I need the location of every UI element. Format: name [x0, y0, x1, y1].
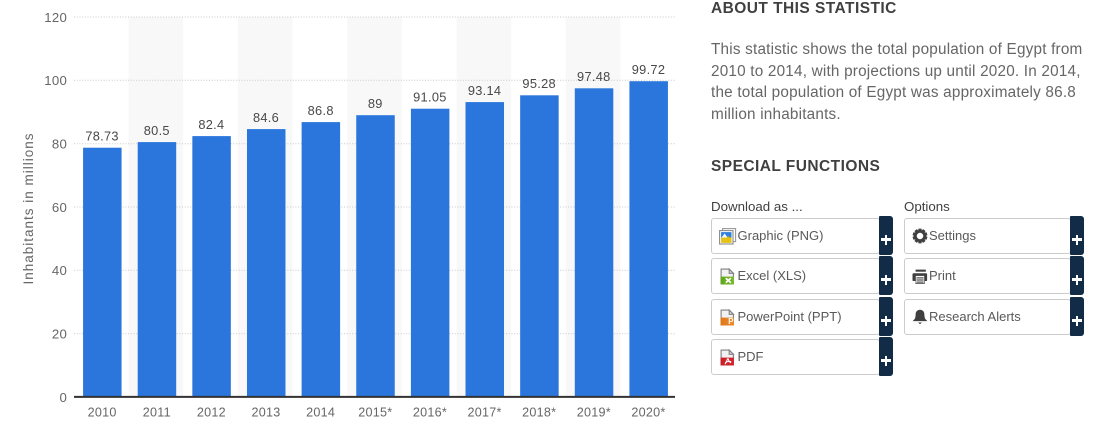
svg-text:82.4: 82.4 — [198, 117, 224, 132]
svg-text:2010: 2010 — [88, 405, 117, 419]
svg-text:86.8: 86.8 — [308, 103, 334, 118]
svg-text:Inhabitants in millions: Inhabitants in millions — [21, 132, 36, 284]
svg-text:20: 20 — [52, 327, 67, 342]
svg-text:89: 89 — [368, 96, 383, 111]
svg-text:80.5: 80.5 — [144, 123, 170, 138]
svg-text:P: P — [728, 317, 733, 326]
svg-text:93.14: 93.14 — [468, 83, 502, 98]
svg-text:2018*: 2018* — [522, 405, 556, 419]
svg-text:2019*: 2019* — [577, 405, 611, 419]
svg-text:0: 0 — [60, 390, 68, 405]
svg-text:2016*: 2016* — [413, 405, 447, 419]
svg-text:40: 40 — [52, 263, 67, 278]
svg-text:2012: 2012 — [197, 405, 226, 419]
svg-text:2013: 2013 — [251, 405, 280, 419]
svg-text:78.73: 78.73 — [85, 129, 119, 144]
svg-text:60: 60 — [52, 200, 67, 215]
svg-text:99.72: 99.72 — [632, 62, 666, 77]
svg-text:80: 80 — [52, 137, 67, 152]
svg-text:97.48: 97.48 — [577, 69, 611, 84]
svg-text:120: 120 — [44, 10, 67, 25]
svg-text:2011: 2011 — [143, 405, 171, 419]
svg-text:2015*: 2015* — [358, 405, 392, 419]
svg-text:95.28: 95.28 — [522, 76, 556, 91]
svg-text:2014: 2014 — [306, 405, 335, 419]
svg-text:2020*: 2020* — [631, 405, 665, 419]
svg-text:2017*: 2017* — [468, 405, 502, 419]
svg-text:84.6: 84.6 — [253, 110, 279, 125]
svg-text:91.05: 91.05 — [413, 90, 447, 105]
svg-text:100: 100 — [44, 73, 67, 88]
